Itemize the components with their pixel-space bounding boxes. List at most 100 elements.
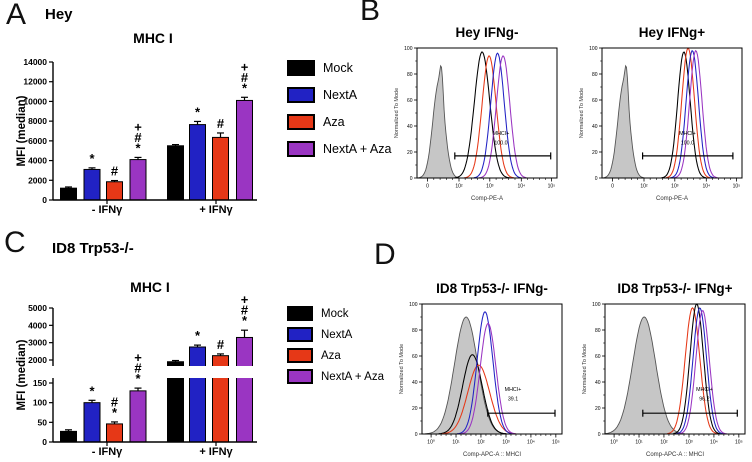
- svg-text:#: #: [111, 164, 119, 179]
- svg-text:Comp-PE-A: Comp-PE-A: [656, 196, 688, 202]
- svg-text:+ IFNγ: + IFNγ: [199, 204, 233, 216]
- panel-d-histogram-ifng-pos: 0 20 40 60 80 100 Normalized To Mode 10⁰ 10¹ 10² 1…: [582, 302, 746, 458]
- svg-text:10⁴: 10⁴: [517, 184, 525, 190]
- legend-swatch-mock: [287, 60, 315, 76]
- svg-text:100: 100: [589, 46, 598, 52]
- panel-d-plot2-title: ID8 Trp53-/- IFNg+: [617, 281, 733, 296]
- svg-text:10⁴: 10⁴: [710, 440, 718, 446]
- legend-label-mock: Mock: [321, 307, 349, 320]
- panel-c-legend: Mock NextA Aza NextA + Aza: [287, 306, 384, 390]
- svg-text:0: 0: [415, 432, 418, 438]
- legend-item-nexta: NextA: [287, 87, 391, 103]
- svg-text:100.0: 100.0: [494, 141, 507, 147]
- legend-item-mock: Mock: [287, 306, 384, 321]
- svg-text:0: 0: [426, 184, 429, 190]
- legend-item-aza: Aza: [287, 114, 391, 130]
- svg-text:+: +: [241, 59, 249, 74]
- svg-text:Comp-PE-A: Comp-PE-A: [471, 196, 503, 202]
- svg-text:- IFNγ: - IFNγ: [92, 204, 123, 216]
- svg-text:4000: 4000: [28, 156, 47, 166]
- legend-label-nexta-aza: NextA + Aza: [321, 370, 384, 383]
- svg-text:0: 0: [42, 437, 47, 447]
- legend-swatch-aza: [287, 348, 313, 363]
- svg-text:*: *: [89, 151, 95, 166]
- svg-text:10³: 10³: [671, 184, 679, 190]
- svg-text:20: 20: [412, 406, 418, 412]
- svg-text:60: 60: [592, 98, 598, 104]
- svg-text:6000: 6000: [28, 136, 47, 146]
- svg-text:Normalized To Mode: Normalized To Mode: [582, 344, 588, 394]
- svg-text:Normalized To Mode: Normalized To Mode: [579, 88, 585, 138]
- panel-a-letter: A: [6, 0, 27, 31]
- panel-a-cell-line: Hey: [45, 6, 73, 23]
- svg-text:50: 50: [38, 417, 48, 427]
- svg-text:10²: 10²: [640, 184, 648, 190]
- panel-d-plot1-title: ID8 Trp53-/- IFNg-: [436, 281, 548, 296]
- svg-text:10³: 10³: [486, 184, 494, 190]
- svg-text:#: #: [217, 337, 225, 352]
- svg-text:10³: 10³: [502, 440, 510, 446]
- svg-text:10³: 10³: [685, 440, 693, 446]
- legend-item-nexta-aza: NextA + Aza: [287, 369, 384, 384]
- svg-text:*: *: [242, 313, 248, 328]
- svg-text:10⁰: 10⁰: [610, 440, 618, 446]
- svg-text:60: 60: [595, 354, 601, 360]
- svg-text:+: +: [241, 292, 249, 307]
- panel-b-histogram-ifng-pos: 0 20 40 60 80 100 Normalized To Mode 0 10² 10³ 10⁴…: [579, 46, 743, 202]
- legend-label-aza: Aza: [321, 349, 341, 362]
- svg-text:5000: 5000: [28, 303, 47, 313]
- panel-d-histogram-ifng-neg: 0 20 40 60 80 100 Normalized To Mode 10⁰ 10¹ 10² 1…: [399, 302, 563, 458]
- legend-swatch-nexta-aza: [287, 369, 313, 384]
- svg-text:0: 0: [595, 176, 598, 182]
- svg-text:10¹: 10¹: [452, 440, 460, 446]
- svg-text:*: *: [135, 371, 141, 386]
- svg-text:10²: 10²: [455, 184, 463, 190]
- svg-text:20: 20: [595, 406, 601, 412]
- panel-b-plot1-title: Hey IFNg-: [455, 25, 519, 40]
- panel-a-chart-title: MHC I: [133, 30, 173, 46]
- svg-text:MFI (median): MFI (median): [16, 95, 28, 166]
- svg-text:Comp-APC-A :: MHCI: Comp-APC-A :: MHCI: [463, 452, 521, 458]
- svg-text:MHCI+: MHCI+: [696, 387, 713, 393]
- panel-b-plot2-title: Hey IFNg+: [638, 25, 706, 40]
- svg-text:*: *: [135, 140, 141, 155]
- svg-text:0: 0: [410, 176, 413, 182]
- svg-text:2000: 2000: [28, 355, 47, 365]
- svg-text:100: 100: [409, 302, 418, 308]
- svg-text:10⁵: 10⁵: [548, 184, 556, 190]
- svg-text:*: *: [195, 328, 201, 343]
- svg-text:MHCI+: MHCI+: [679, 131, 696, 137]
- svg-text:40: 40: [595, 380, 601, 386]
- svg-text:#: #: [134, 361, 142, 376]
- panel-c-letter: C: [4, 226, 26, 259]
- svg-text:10000: 10000: [23, 96, 47, 106]
- svg-text:MFI (median): MFI (median): [16, 339, 28, 410]
- legend-item-mock: Mock: [287, 60, 391, 76]
- svg-text:20: 20: [407, 150, 413, 156]
- svg-text:*: *: [112, 405, 118, 420]
- svg-text:4000: 4000: [28, 320, 47, 330]
- panel-b-histogram-ifng-neg: 0 20 40 60 80 100 Normalized To Mode 0 10² 10³ 10⁴…: [394, 46, 558, 202]
- svg-text:+: +: [134, 350, 142, 365]
- svg-text:+: +: [134, 119, 142, 134]
- svg-text:Normalized To Mode: Normalized To Mode: [394, 88, 400, 138]
- svg-text:12000: 12000: [23, 77, 47, 87]
- legend-item-nexta: NextA: [287, 327, 384, 342]
- svg-text:10⁴: 10⁴: [702, 184, 710, 190]
- panel-c-chart-title: MHC I: [130, 279, 170, 295]
- svg-text:10⁵: 10⁵: [552, 440, 560, 446]
- svg-text:80: 80: [412, 328, 418, 334]
- svg-text:#: #: [217, 116, 225, 131]
- svg-text:8000: 8000: [28, 116, 47, 126]
- svg-text:+ IFNγ: + IFNγ: [199, 446, 233, 458]
- svg-text:60: 60: [412, 354, 418, 360]
- legend-label-nexta: NextA: [323, 88, 358, 102]
- svg-text:96.2: 96.2: [699, 397, 709, 403]
- legend-swatch-nexta: [287, 87, 315, 103]
- svg-text:10⁴: 10⁴: [527, 440, 535, 446]
- legend-swatch-aza: [287, 114, 315, 130]
- legend-swatch-mock: [287, 306, 313, 321]
- legend-swatch-nexta-aza: [287, 141, 315, 157]
- svg-text:10⁰: 10⁰: [427, 440, 435, 446]
